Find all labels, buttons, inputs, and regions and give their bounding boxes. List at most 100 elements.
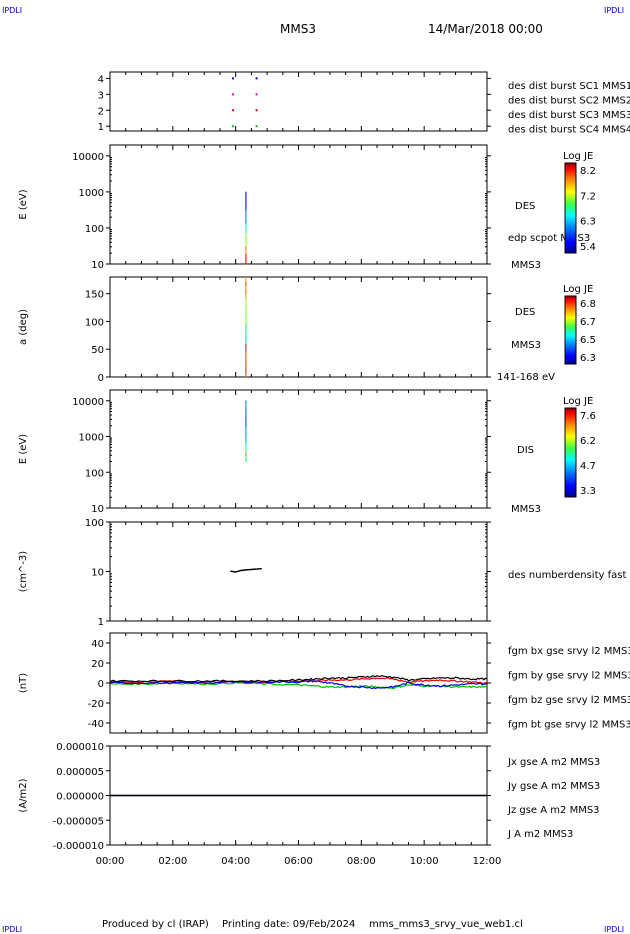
des-pitch-panel-frame (109, 276, 488, 378)
corner-label-top-left: IPDLI (2, 6, 23, 15)
current-panel-legend-entry: Jy gse A m2 MMS3 (507, 781, 600, 792)
footer-filename: mms_mms3_srvy_vue_web1.cl (369, 919, 523, 930)
dis-energy-panel-ytick-label: 1000 (79, 433, 104, 444)
page-title: MMS3 (280, 22, 316, 36)
bfield-panel-ytick-label: 40 (91, 639, 104, 650)
burst-panel-ytick-label: 2 (98, 106, 104, 117)
burst-panel-frame (109, 71, 488, 132)
bfield-panel-legend-entry: fgm by gse srvy l2 MMS3 (508, 671, 630, 682)
des-energy-panel-colorbar-tick: 5.4 (580, 242, 596, 253)
burst-panel-legend-entry: des dist burst SC2 MMS2 (508, 96, 630, 107)
current-panel-legend-entry: Jx gse A m2 MMS3 (507, 757, 600, 768)
des-pitch-panel-colorbar (564, 295, 577, 365)
des-pitch-panel-energy-label: 141-168 eV (497, 372, 555, 383)
density-panel-series-line (230, 567, 262, 573)
des-energy-panel-sc-label: MMS3 (511, 260, 541, 271)
des-energy-panel-ytick-label: 10 (91, 260, 104, 271)
dis-energy-panel-frame (109, 389, 488, 509)
x-axis-tick-label: 08:00 (347, 856, 376, 867)
current-panel-legend-entry: Jz gse A m2 MMS3 (507, 805, 600, 816)
dis-energy-panel-ytick-label: 10000 (72, 397, 104, 408)
density-panel-frame (109, 521, 488, 622)
footer-printing-date: Printing date: 09/Feb/2024 (222, 919, 356, 930)
current-panel-ytick-label: -0.000010 (53, 841, 104, 852)
density-panel-legend-entry: des numberdensity fast M (508, 570, 630, 581)
burst-panel-ytick-label: 1 (98, 122, 104, 133)
des-pitch-panel-colorbar-tick: 6.8 (580, 299, 596, 310)
bfield-panel-series-line (109, 677, 488, 684)
des-pitch-panel-colorbar-tick: 6.7 (580, 317, 596, 328)
des-energy-panel-colorbar (564, 162, 577, 254)
des-energy-panel-ytick-label: 100 (85, 224, 104, 235)
des-pitch-panel-ytick-label: 0 (98, 373, 104, 384)
bfield-panel-ylabel: (nT) (18, 673, 29, 693)
des-energy-panel-colorbar-tick: 7.2 (580, 191, 596, 202)
footer-produced-by: Produced by cl (IRAP) (102, 919, 209, 930)
density-panel-ytick-label: 100 (85, 518, 104, 529)
burst-panel-burst-mark (232, 109, 235, 112)
dis-energy-panel-colorbar-tick: 6.2 (580, 436, 596, 447)
dis-energy-panel-colorbar (564, 407, 577, 498)
corner-label-top-right: IPDLI (604, 6, 625, 15)
burst-panel-burst-mark (255, 125, 258, 128)
current-panel-legend-entry: J A m2 MMS3 (507, 829, 573, 840)
page-date: 14/Mar/2018 00:00 (428, 22, 543, 36)
x-axis-tick-label: 04:00 (221, 856, 250, 867)
density-panel-ytick-label: 1 (98, 617, 104, 628)
dis-energy-panel-colorbar-tick: 3.3 (580, 486, 596, 497)
des-pitch-panel-instrument-label: DES (515, 307, 535, 318)
density-panel-ytick-label: 10 (91, 568, 104, 579)
current-panel-ytick-label: 0.000010 (56, 742, 104, 753)
dis-energy-panel-instrument-label: DIS (517, 445, 534, 456)
dis-energy-panel-sc-label: MMS3 (511, 504, 541, 515)
bfield-panel-legend-entry: fgm bx gse srvy l2 MMS3 (508, 646, 630, 657)
burst-panel-legend-entry: des dist burst SC4 MMS4 (508, 125, 630, 136)
burst-panel-ytick-label: 3 (98, 90, 104, 101)
burst-panel-legend-entry: des dist burst SC3 MMS3 (508, 110, 630, 121)
des-energy-panel-ylabel: E (eV) (18, 189, 29, 219)
dis-energy-panel-colorbar-title: Log JE (563, 396, 593, 407)
burst-panel-burst-mark (255, 77, 258, 80)
bfield-panel-ytick-label: -20 (88, 699, 104, 710)
current-panel-ylabel: (A/m2) (18, 778, 29, 812)
bfield-panel-ytick-label: 0 (98, 679, 104, 690)
bfield-panel-legend-entry: fgm bt gse srvy l2 MMS3 (508, 720, 630, 731)
x-axis-tick-label: 02:00 (158, 856, 187, 867)
burst-panel-burst-mark (232, 125, 235, 128)
dis-energy-panel-ylabel: E (eV) (18, 434, 29, 464)
dis-energy-panel-colorbar-tick: 7.6 (580, 411, 596, 422)
current-panel-ytick-label: 0.000005 (56, 767, 104, 778)
des-energy-panel-ytick-label: 10000 (72, 152, 104, 163)
dis-energy-panel-colorbar-tick: 4.7 (580, 461, 596, 472)
burst-panel-ytick-label: 4 (98, 74, 104, 85)
bfield-panel-ytick-label: 20 (91, 659, 104, 670)
des-energy-panel-colorbar-tick: 6.3 (580, 217, 596, 228)
bfield-panel-series-line (109, 679, 488, 690)
current-panel-ytick-label: -0.000005 (53, 816, 104, 827)
burst-panel-burst-mark (232, 93, 235, 96)
burst-panel-burst-mark (232, 77, 235, 80)
bfield-panel-series-line (109, 674, 488, 683)
des-energy-panel-ytick-label: 1000 (79, 188, 104, 199)
des-energy-panel-instrument-label: DES (515, 201, 535, 212)
dis-energy-panel-ytick-label: 100 (85, 468, 104, 479)
current-panel-ytick-label: 0.000000 (56, 792, 104, 803)
des-pitch-panel-colorbar-tick: 6.5 (580, 335, 596, 346)
bfield-panel-legend-entry: fgm bz gse srvy l2 MMS3 (508, 695, 630, 706)
des-pitch-panel-sc-label: MMS3 (511, 340, 541, 351)
x-axis-tick-label: 12:00 (473, 856, 502, 867)
corner-label-bottom-left: IPDLI (2, 925, 23, 934)
des-pitch-panel-ylabel: a (deg) (18, 309, 29, 345)
des-energy-panel-frame (109, 144, 488, 265)
density-panel-ylabel: (cm^-3) (18, 551, 29, 592)
des-pitch-panel-ytick-label: 150 (85, 290, 104, 301)
burst-panel-burst-mark (255, 93, 258, 96)
burst-panel-burst-mark (255, 109, 258, 112)
x-axis-tick-label: 10:00 (410, 856, 439, 867)
des-energy-panel-colorbar-title: Log JE (563, 151, 593, 162)
x-axis-tick-label: 00:00 (96, 856, 125, 867)
des-pitch-panel-colorbar-title: Log JE (563, 284, 593, 295)
dis-energy-panel-ytick-label: 10 (91, 504, 104, 515)
des-energy-panel-colorbar-tick: 8.2 (580, 166, 596, 177)
